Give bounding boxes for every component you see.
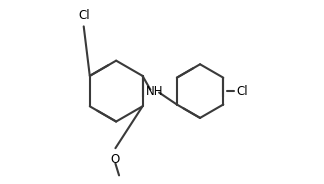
Text: O: O xyxy=(111,153,120,166)
Text: Cl: Cl xyxy=(78,9,90,22)
Text: NH: NH xyxy=(146,85,164,98)
Text: Cl: Cl xyxy=(237,85,248,98)
